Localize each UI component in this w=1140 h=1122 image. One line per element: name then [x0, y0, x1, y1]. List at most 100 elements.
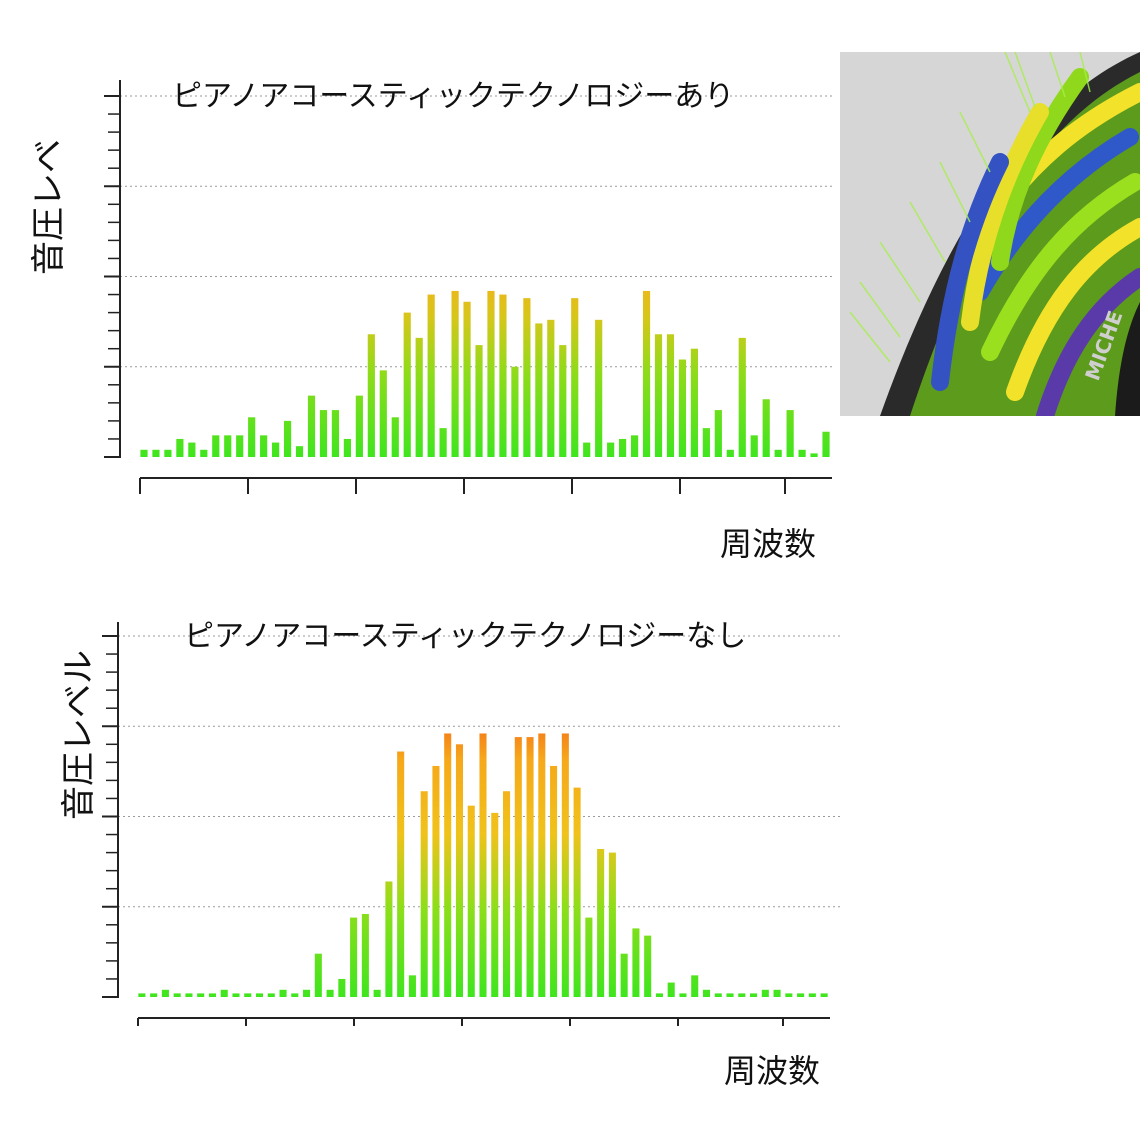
bar — [738, 337, 746, 457]
bar — [455, 744, 464, 997]
bar — [272, 442, 280, 457]
bar — [726, 993, 734, 997]
bar — [176, 438, 184, 457]
bar — [810, 453, 818, 457]
bar — [786, 410, 794, 457]
bar — [331, 410, 340, 457]
bar — [702, 989, 711, 997]
bar — [475, 345, 483, 457]
bar — [451, 290, 459, 457]
bar — [373, 989, 381, 997]
bar — [822, 431, 830, 457]
bar — [607, 442, 615, 457]
bar — [655, 993, 663, 997]
bar — [535, 323, 543, 457]
bar — [559, 345, 567, 457]
bar — [248, 417, 256, 457]
bar — [750, 435, 758, 457]
bar — [427, 294, 435, 457]
bar — [314, 953, 322, 997]
bar — [797, 993, 805, 997]
chart-without-technology: ピアノアコースティックテクノロジーなし 周波数 音圧レベル — [59, 619, 842, 1090]
bar — [439, 428, 447, 457]
y-axis-label: 音圧レベル — [59, 650, 99, 820]
bar — [164, 449, 172, 457]
tire-image: MICHE — [840, 52, 1140, 416]
bar — [503, 791, 511, 997]
x-ticks — [139, 478, 786, 494]
bar — [403, 312, 411, 457]
bar — [523, 298, 531, 457]
x-axis-label: 周波数 — [720, 525, 816, 563]
x-axis-label: 周波数 — [724, 1052, 820, 1090]
bar — [550, 765, 558, 997]
y-ticks — [102, 635, 118, 998]
y-axis-label: 音圧レベ — [29, 139, 69, 275]
chart-title: ピアノアコースティックテクノロジーなし — [184, 619, 746, 654]
bar — [338, 978, 346, 997]
bar — [444, 733, 452, 997]
bar — [762, 399, 770, 457]
bar — [326, 989, 334, 997]
bar — [432, 765, 440, 997]
bar — [561, 733, 569, 997]
bar — [487, 290, 495, 457]
y-ticks — [104, 95, 120, 458]
bar — [367, 334, 375, 457]
bar — [714, 993, 722, 997]
bar — [630, 435, 639, 457]
bar — [415, 337, 423, 457]
bar — [303, 989, 311, 997]
bar — [538, 733, 546, 997]
bar — [585, 917, 593, 997]
bar — [679, 993, 687, 997]
chart-title: ピアノアコースティックテクノロジーあり — [172, 79, 734, 114]
bar — [220, 989, 228, 997]
bar — [361, 913, 369, 997]
bar — [267, 993, 275, 997]
bar — [714, 410, 722, 457]
bar — [785, 993, 793, 997]
bar — [379, 370, 387, 457]
bar — [295, 446, 304, 457]
bar — [691, 975, 699, 997]
bar — [595, 319, 603, 457]
bar — [236, 435, 244, 457]
bar — [667, 982, 675, 997]
bar — [597, 848, 605, 997]
bar — [761, 989, 769, 997]
bar — [820, 993, 828, 997]
gridlines — [120, 95, 832, 368]
bar — [232, 993, 240, 997]
bar — [152, 449, 160, 457]
bar — [307, 395, 316, 457]
chart-with-technology: ピアノアコースティックテクノロジーあり 周波数 音圧レベ — [29, 79, 832, 563]
bar — [738, 993, 746, 997]
bar — [608, 852, 616, 997]
bar — [678, 359, 687, 457]
bar — [224, 435, 232, 457]
bar — [173, 993, 181, 997]
bar — [260, 435, 268, 457]
bar — [620, 953, 628, 997]
bar — [291, 993, 299, 997]
bar — [255, 993, 264, 997]
x-ticks — [137, 1018, 784, 1026]
bar — [420, 791, 428, 997]
bar — [514, 737, 522, 997]
bar — [279, 989, 287, 997]
bar — [666, 334, 675, 457]
bar — [798, 449, 806, 457]
bar — [499, 294, 507, 457]
bar — [343, 438, 351, 457]
bar — [408, 975, 416, 997]
bar — [644, 935, 652, 997]
bar — [654, 334, 663, 457]
bar — [140, 449, 148, 457]
bars — [140, 290, 830, 457]
bar — [138, 993, 146, 997]
bar — [188, 442, 196, 457]
bar — [773, 989, 781, 997]
bar — [573, 787, 581, 997]
bar — [350, 917, 358, 997]
